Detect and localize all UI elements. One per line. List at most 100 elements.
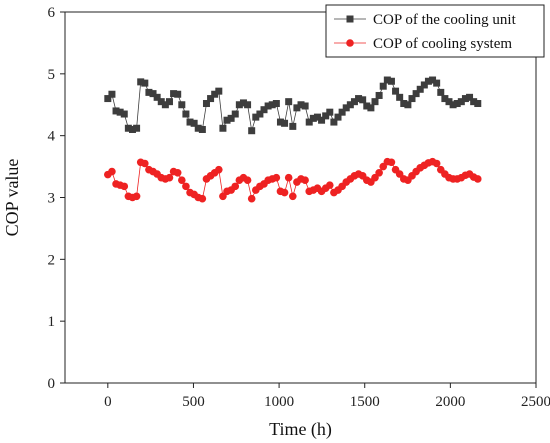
data-point-square bbox=[412, 90, 420, 98]
y-tick-label: 5 bbox=[48, 67, 56, 83]
data-point-square bbox=[313, 113, 321, 121]
data-point-square bbox=[133, 124, 141, 132]
data-point-square bbox=[285, 98, 293, 106]
data-point-circle bbox=[325, 181, 334, 189]
data-point-circle bbox=[198, 194, 207, 203]
data-point-circle bbox=[473, 175, 482, 183]
data-point-circle bbox=[178, 176, 186, 184]
legend-marker-circle bbox=[346, 39, 354, 47]
data-point-square bbox=[128, 125, 136, 133]
data-point-square bbox=[231, 110, 239, 118]
data-point-square bbox=[355, 95, 363, 103]
data-point-square bbox=[145, 88, 153, 96]
data-point-square bbox=[244, 101, 252, 109]
data-point-square bbox=[297, 101, 305, 109]
data-point-circle bbox=[141, 159, 149, 168]
y-tick-label: 2 bbox=[48, 252, 56, 268]
legend: COP of the cooling unit COP of cooling sy… bbox=[325, 4, 545, 58]
data-point-square bbox=[198, 125, 206, 133]
data-point-square bbox=[207, 95, 215, 103]
y-axis-ticks: 0 1 2 3 4 5 6 bbox=[48, 5, 65, 392]
y-tick-label: 4 bbox=[48, 129, 56, 145]
data-point-circle bbox=[387, 158, 396, 167]
data-point-square bbox=[268, 101, 276, 109]
data-point-circle bbox=[288, 192, 297, 201]
data-point-square bbox=[416, 85, 424, 93]
x-tick-label: 2500 bbox=[521, 394, 550, 410]
data-point-square bbox=[474, 100, 482, 108]
data-point-square bbox=[116, 108, 124, 116]
data-point-square bbox=[466, 93, 474, 101]
y-tick-label: 6 bbox=[48, 5, 56, 21]
legend-label: COP of the cooling unit bbox=[373, 12, 517, 28]
data-point-circle bbox=[284, 173, 293, 182]
data-point-circle bbox=[173, 168, 182, 177]
data-point-square bbox=[227, 114, 235, 122]
data-point-square bbox=[141, 79, 149, 87]
data-point-circle bbox=[108, 167, 116, 176]
data-point-square bbox=[453, 100, 461, 108]
data-point-circle bbox=[231, 182, 240, 191]
data-point-square bbox=[211, 90, 219, 98]
data-point-circle bbox=[165, 173, 174, 182]
data-point-square bbox=[235, 101, 243, 109]
data-point-square bbox=[457, 98, 465, 106]
data-point-square bbox=[157, 98, 165, 106]
data-point-square bbox=[441, 95, 449, 103]
x-tick-label: 2000 bbox=[435, 394, 465, 410]
data-point-square bbox=[178, 101, 186, 109]
data-point-square bbox=[120, 110, 128, 118]
data-point-square bbox=[108, 90, 116, 98]
data-point-circle bbox=[120, 182, 129, 191]
data-point-square bbox=[404, 101, 412, 109]
data-point-circle bbox=[375, 168, 383, 177]
data-point-circle bbox=[432, 159, 441, 168]
data-point-square bbox=[149, 90, 157, 98]
data-point-square bbox=[239, 99, 247, 107]
data-point-square bbox=[350, 98, 358, 106]
data-point-square bbox=[252, 113, 260, 121]
data-point-square bbox=[305, 118, 313, 126]
data-point-square bbox=[170, 90, 178, 98]
data-point-square bbox=[379, 82, 387, 90]
data-point-square bbox=[215, 87, 223, 95]
data-point-square bbox=[256, 110, 264, 118]
data-point-circle bbox=[247, 194, 256, 203]
data-point-square bbox=[433, 79, 441, 87]
data-point-square bbox=[383, 76, 391, 84]
data-point-square bbox=[461, 95, 469, 103]
x-axis-title: Time (h) bbox=[269, 419, 332, 440]
data-point-circle bbox=[301, 176, 309, 184]
data-point-square bbox=[346, 101, 354, 109]
data-point-square bbox=[190, 119, 198, 127]
data-point-square bbox=[260, 106, 268, 114]
data-point-square bbox=[338, 108, 346, 116]
data-point-square bbox=[400, 100, 408, 108]
data-point-square bbox=[301, 102, 309, 110]
data-point-square bbox=[322, 112, 330, 120]
data-point-circle bbox=[243, 176, 252, 184]
series-1 bbox=[104, 76, 482, 135]
x-tick-label: 500 bbox=[182, 394, 205, 410]
data-point-square bbox=[408, 95, 416, 103]
data-point-square bbox=[289, 122, 297, 130]
data-point-square bbox=[276, 118, 284, 126]
data-point-square bbox=[153, 93, 161, 101]
y-axis-title: COP value bbox=[2, 159, 22, 237]
data-point-circle bbox=[132, 192, 141, 201]
data-point-square bbox=[363, 102, 371, 110]
data-point-square bbox=[202, 100, 210, 108]
data-point-square bbox=[293, 104, 301, 112]
legend-item-2: COP of cooling system bbox=[334, 36, 512, 52]
x-axis-ticks: 0 500 1000 1500 2000 2500 bbox=[104, 383, 550, 410]
data-point-square bbox=[420, 81, 428, 89]
data-point-square bbox=[194, 124, 202, 132]
data-point-square bbox=[424, 77, 432, 85]
x-tick-label: 1500 bbox=[350, 394, 380, 410]
data-point-square bbox=[375, 91, 383, 99]
data-point-square bbox=[371, 98, 379, 106]
data-point-square bbox=[182, 110, 190, 118]
data-point-square bbox=[219, 124, 227, 132]
data-point-square bbox=[186, 118, 194, 126]
